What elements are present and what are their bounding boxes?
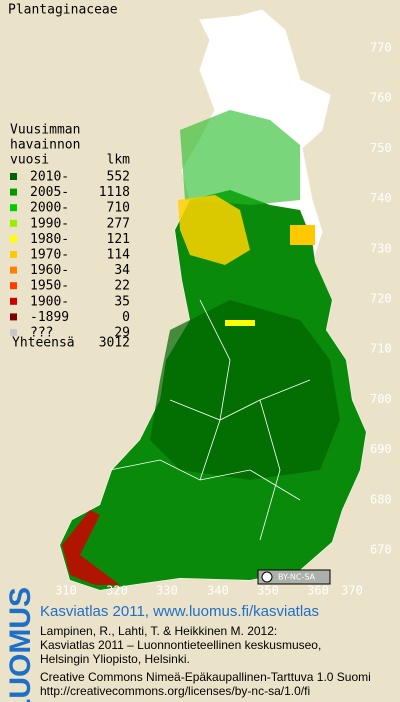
y-label: 700 [370,392,392,406]
legend-col: lkm [107,153,131,168]
x-label: 330 [156,584,178,598]
legend-swatch [10,173,17,180]
y-axis: 770 760 750 740 730 720 710 700 690 680 670 [370,41,392,557]
legend-swatch [10,297,17,305]
y-label: 720 [370,292,392,306]
badge-box [257,569,331,585]
legend-label: ??? [30,326,53,341]
legend-label: 1900- [30,294,69,309]
patch [290,225,315,245]
x-label: 310 [55,584,77,598]
legend-swatch [10,329,17,336]
y-label: 730 [370,241,392,255]
cc-icon [261,571,273,583]
legend-count: 34 [114,263,130,278]
logo: LUOMUS [4,587,37,702]
y-label: 680 [370,492,392,506]
legend-swatch [10,219,17,227]
legend-label: -1899 [30,310,69,325]
footer: Lampinen, R., Lahti, T. & Heikkinen M. 2… [40,624,371,698]
legend-label: 2005- [30,185,69,200]
badge-text: BY-NC-SA [278,573,316,582]
map-title: Plantaginaceae [8,3,118,18]
legend-header: havainnon [10,138,80,153]
citation-line: Helsingin Yliopisto, Helsinki. [40,652,190,666]
map [59,9,367,591]
legend-count: 22 [114,279,130,294]
legend-total-label: Yhteensä [12,336,75,351]
citation-line: Kasviatlas 2011 – Luonnontieteellinen ke… [40,638,321,652]
x-label: 360 [307,584,329,598]
legend-count: 1118 [99,185,130,200]
legend-label: 1970- [30,248,69,263]
x-axis: 310 320 330 340 350 360 370 [55,584,363,598]
legend-label: 1990- [30,216,69,231]
license-line: Creative Commons Nimeä-Epäkaupallinen-Ta… [40,670,371,684]
y-label: 770 [370,41,392,55]
legend-header: Vuusimman [10,123,80,138]
legend-col: vuosi [10,153,49,168]
legend-label: 1960- [30,263,69,278]
x-label: 340 [207,584,229,598]
legend-label: 2000- [30,201,69,216]
legend-count: 29 [114,326,130,341]
legend-count: 121 [107,232,130,247]
legend-swatch [10,204,17,212]
legend-label: 1950- [30,279,69,294]
legend-count: 277 [107,216,130,231]
x-label: 320 [106,584,128,598]
legend-label: 1980- [30,232,69,247]
legend-count: 0 [122,310,130,325]
coast-records [62,510,120,585]
oulu-records [178,195,250,265]
patch [225,320,255,326]
legend-swatch [10,266,17,274]
legend-swatch [10,235,17,243]
y-label: 670 [370,543,392,557]
y-label: 690 [370,442,392,456]
y-label: 710 [370,342,392,356]
lapland-records [180,110,300,205]
legend-count: 552 [107,170,130,185]
legend-swatch [10,188,17,196]
y-label: 760 [370,91,392,105]
legend-total: 3012 [99,336,130,351]
legend-swatch [10,282,17,290]
license-badge: BY-NC-SA [257,569,331,585]
atlas-link[interactable]: Kasviatlas 2011, www.luomus.fi/kasviatla… [40,603,319,620]
citation-line: Lampinen, R., Lahti, T. & Heikkinen M. 2… [40,624,277,638]
x-label: 370 [341,584,363,598]
legend-count: 35 [114,294,130,309]
y-label: 740 [370,191,392,205]
region-borders [109,299,311,541]
legend-swatch [10,251,17,258]
x-label: 350 [257,584,279,598]
y-label: 750 [370,141,392,155]
legend-label: 2010- [30,170,69,185]
license-line: http://creativecommons.org/licenses/by-n… [40,684,310,698]
legend-count: 114 [107,248,131,263]
legend-swatch [10,313,17,321]
dark-region [150,300,340,480]
legend-count: 710 [107,201,130,216]
